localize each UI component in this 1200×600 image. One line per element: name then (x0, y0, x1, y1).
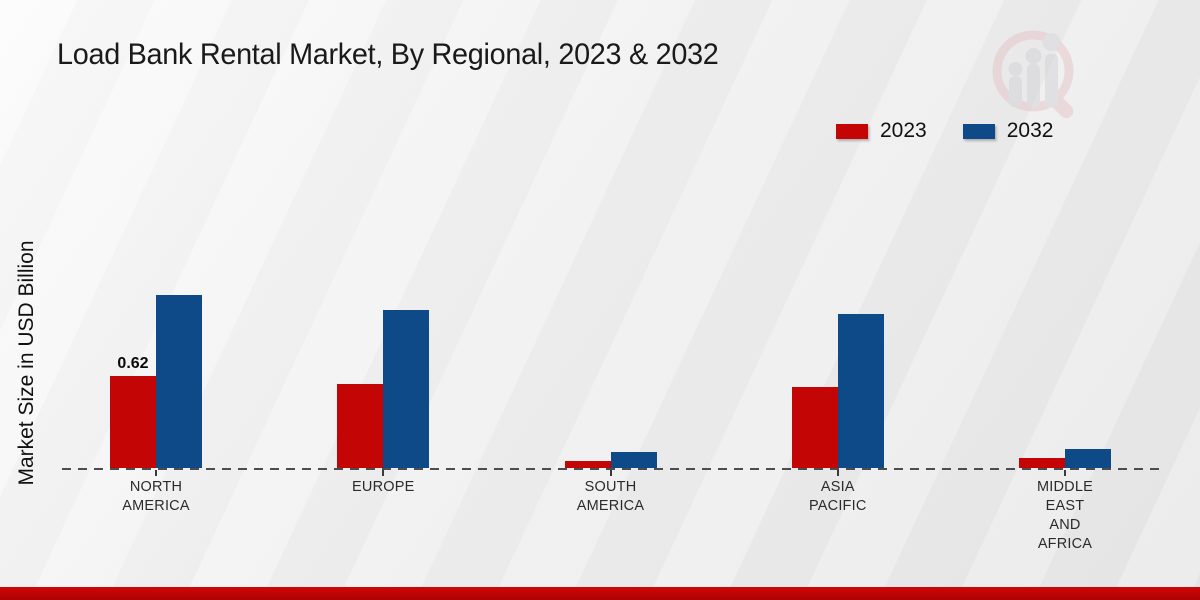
bar-2032-north-america (156, 294, 202, 468)
legend-item-2032: 2032 (962, 119, 1054, 143)
y-axis-label: Market Size in USD Billion (15, 240, 38, 486)
watermark-logo-icon (992, 30, 1074, 119)
legend-swatch-icon (962, 123, 995, 139)
x-axis-tick (836, 470, 839, 476)
x-axis-baseline (62, 468, 1162, 470)
bar-2023-south-america (564, 460, 611, 468)
bar-2023-north-america (110, 376, 156, 468)
bar-2032-asia-pacific (837, 314, 884, 468)
category-label-asia-pacific: ASIA PACIFIC (808, 479, 867, 514)
bar-2032-middle-east-and-africa (1065, 448, 1111, 468)
bar-2023-europe (337, 383, 384, 468)
category-label-middle-east-and-africa: MIDDLE EAST AND AFRICA (1037, 479, 1093, 552)
bar-2023-middle-east-and-africa (1019, 457, 1065, 468)
category-label-north-america: NORTH AMERICA (122, 479, 190, 514)
bar-2032-south-america (610, 451, 657, 468)
legend-swatch-icon (836, 123, 868, 139)
category-label-south-america: SOUTH AMERICA (576, 479, 645, 514)
legend-item-2023: 2023 (836, 119, 927, 143)
category-label-europe: EUROPE (352, 479, 415, 495)
x-axis-tick (609, 470, 612, 476)
legend-label: 2023 (880, 119, 927, 142)
chart-legend: 2023 2032 (836, 119, 1053, 143)
bar-2023-asia-pacific (791, 386, 838, 468)
footer-accent-bar (0, 587, 1200, 600)
x-axis-tick (155, 470, 157, 476)
x-axis-tick (1064, 470, 1066, 476)
bar-2032-europe (383, 309, 430, 468)
x-axis-tick (382, 470, 385, 476)
legend-label: 2032 (1006, 119, 1054, 142)
bar-value-label: 0.62 (117, 355, 149, 373)
chart-title: Load Bank Rental Market, By Regional, 20… (57, 38, 719, 71)
